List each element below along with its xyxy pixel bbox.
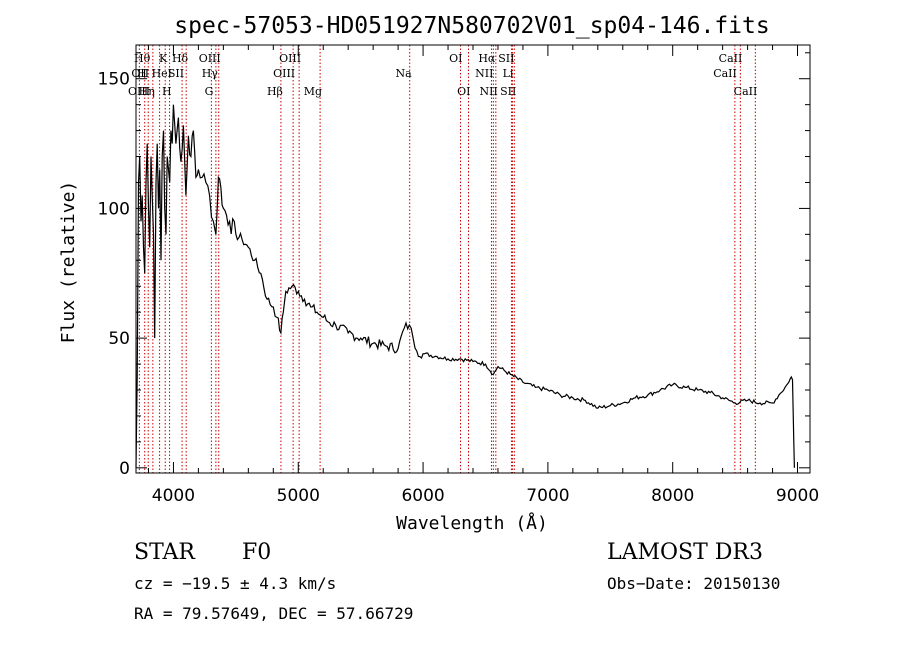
x-tick-label: 7000 [526,486,569,506]
object-class: STAR [134,540,195,565]
y-tick-label: 50 [108,329,130,349]
x-tick-label: 6000 [401,486,444,506]
marker-label: Na [396,67,413,80]
observation-date: Obs−Date: 20150130 [607,574,781,593]
marker-label: OIII [199,52,221,65]
marker-label: OIII [128,85,150,98]
axes: 4000 5000 6000 7000 8000 9000 0 50 100 150 [98,44,819,506]
y-axis-label: Flux (relative) [58,181,79,344]
x-tick-label: 8000 [651,486,694,506]
marker-label: Hα [478,52,496,65]
marker-label: Mg [304,85,322,98]
marker-label: H [162,85,172,98]
marker-label: G [205,85,214,98]
marker-label: OIII [273,67,295,80]
marker-label: CaII [734,85,758,98]
marker-label: SII [500,85,516,98]
y-tick-label: 100 [98,199,130,219]
marker-label: H [137,67,147,80]
marker-label: CaII [713,67,737,80]
marker-label: Hη [139,85,155,98]
coordinates: RA = 79.57649, DEC = 57.66729 [134,604,414,623]
marker-label: CaII [719,52,743,65]
marker-label: SII [168,67,184,80]
spectrum-series-line [135,104,795,468]
marker-label: SII [498,52,514,65]
y-tick-label: 0 [119,459,130,479]
marker-label: HeI [152,67,172,80]
marker-label: OIII [279,52,301,65]
survey-name: LAMOST DR3 [607,540,763,565]
marker-label: K [159,52,168,65]
x-tick-label: 9000 [776,486,819,506]
x-tick-label: 5000 [277,486,320,506]
marker-label: Hθ [134,52,151,65]
marker-label: Li [503,67,514,80]
marker-label: OI [457,85,470,98]
x-tick-label: 4000 [152,486,195,506]
marker-label: OI [449,52,462,65]
spectral-subclass: F0 [242,540,272,565]
redshift-cz: cz = −19.5 ± 4.3 km/s [134,574,337,593]
marker-label: NII [475,67,493,80]
x-axis-label: Wavelength (Å) [396,512,548,534]
marker-label: Hδ [172,52,189,65]
marker-label: Hγ [202,67,219,80]
y-tick-label: 150 [98,70,130,90]
chart-title: spec-57053-HD051927N580702V01_sp04-146.f… [174,13,769,39]
marker-label: NII [480,85,498,98]
marker-label: Hβ [267,85,283,98]
plot-frame [135,44,811,474]
